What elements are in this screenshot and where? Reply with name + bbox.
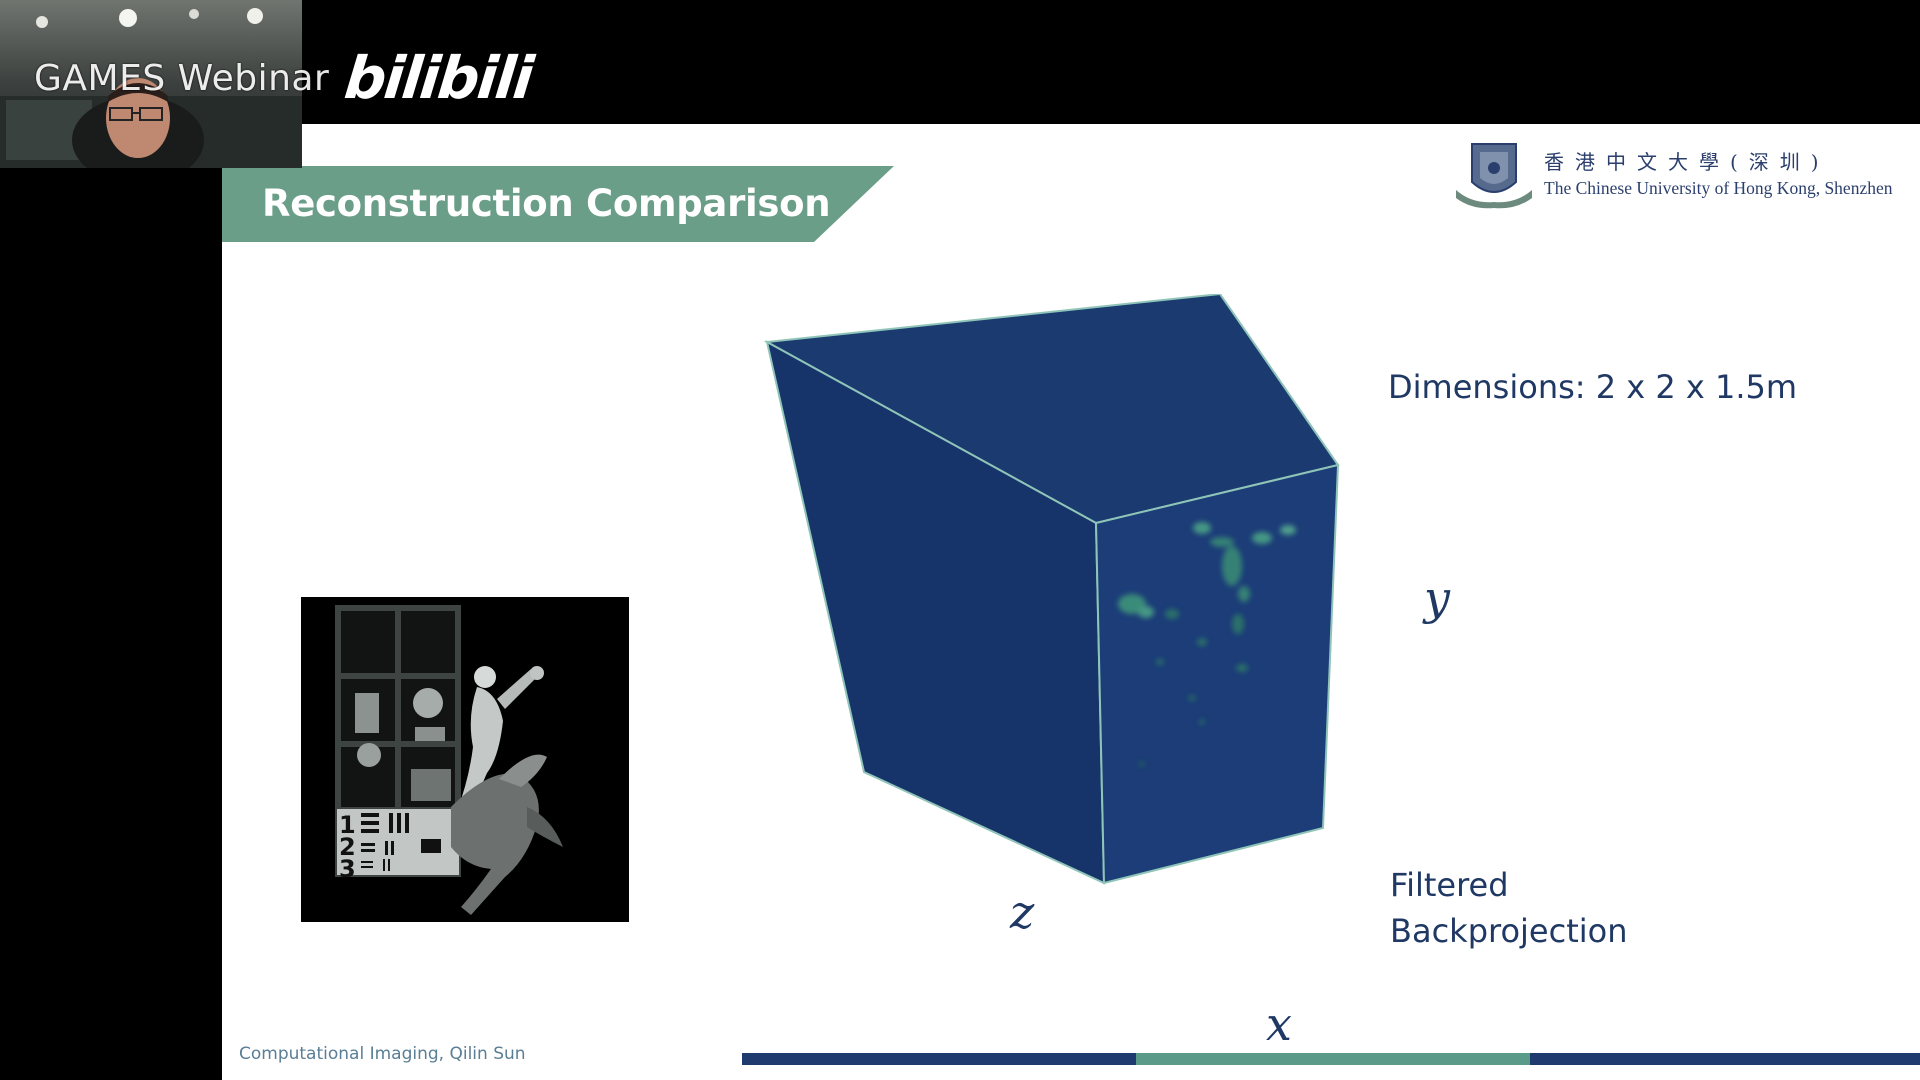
cuhk-crest-icon	[1456, 143, 1532, 209]
university-name-zh: 香港中文大學(深圳)	[1544, 150, 1830, 174]
progress-segment-3	[1530, 1053, 1920, 1065]
axis-label-y: y	[1422, 571, 1451, 625]
statue	[457, 666, 544, 817]
university-logo	[1456, 143, 1532, 209]
chart-digit-2: 2	[339, 833, 356, 861]
presentation-slide: Reconstruction Comparison 香港中文大學(深圳) The…	[222, 124, 1920, 1080]
bilibili-logo: bilibili	[341, 44, 536, 112]
method-label-line1: Filtered	[1390, 866, 1509, 904]
axis-label-x: x	[1266, 997, 1292, 1051]
cube-front-face	[1094, 463, 1340, 885]
chart-digit-1: 1	[339, 811, 356, 839]
slide-footer: Computational Imaging, Qilin Sun	[239, 1044, 526, 1064]
progress-segment-1	[742, 1053, 1136, 1065]
dragon-figurine	[451, 754, 563, 915]
reconstruction-volume: y z x	[763, 294, 1451, 1051]
chart-digit-3: 3	[339, 855, 356, 883]
progress-segment-2	[1136, 1053, 1530, 1065]
slide-title: Reconstruction Comparison	[262, 182, 831, 225]
reconstruction-blobs	[1118, 522, 1296, 767]
title-banner	[222, 166, 894, 242]
method-label-line2: Backprojection	[1390, 912, 1628, 950]
dimensions-label: Dimensions: 2 x 2 x 1.5m	[1388, 368, 1798, 406]
scene-photo: 1 2 3	[301, 597, 629, 922]
presenter-video-icon	[0, 0, 302, 168]
university-name-en: The Chinese University of Hong Kong, She…	[1544, 178, 1893, 198]
presenter-webcam	[0, 0, 302, 168]
axis-label-z: z	[1009, 885, 1035, 939]
watermark-text: GAMES Webinar	[34, 57, 330, 99]
slide-progress-bar	[742, 1053, 1920, 1065]
stream-watermark: GAMES Webinar bilibili	[34, 44, 536, 112]
